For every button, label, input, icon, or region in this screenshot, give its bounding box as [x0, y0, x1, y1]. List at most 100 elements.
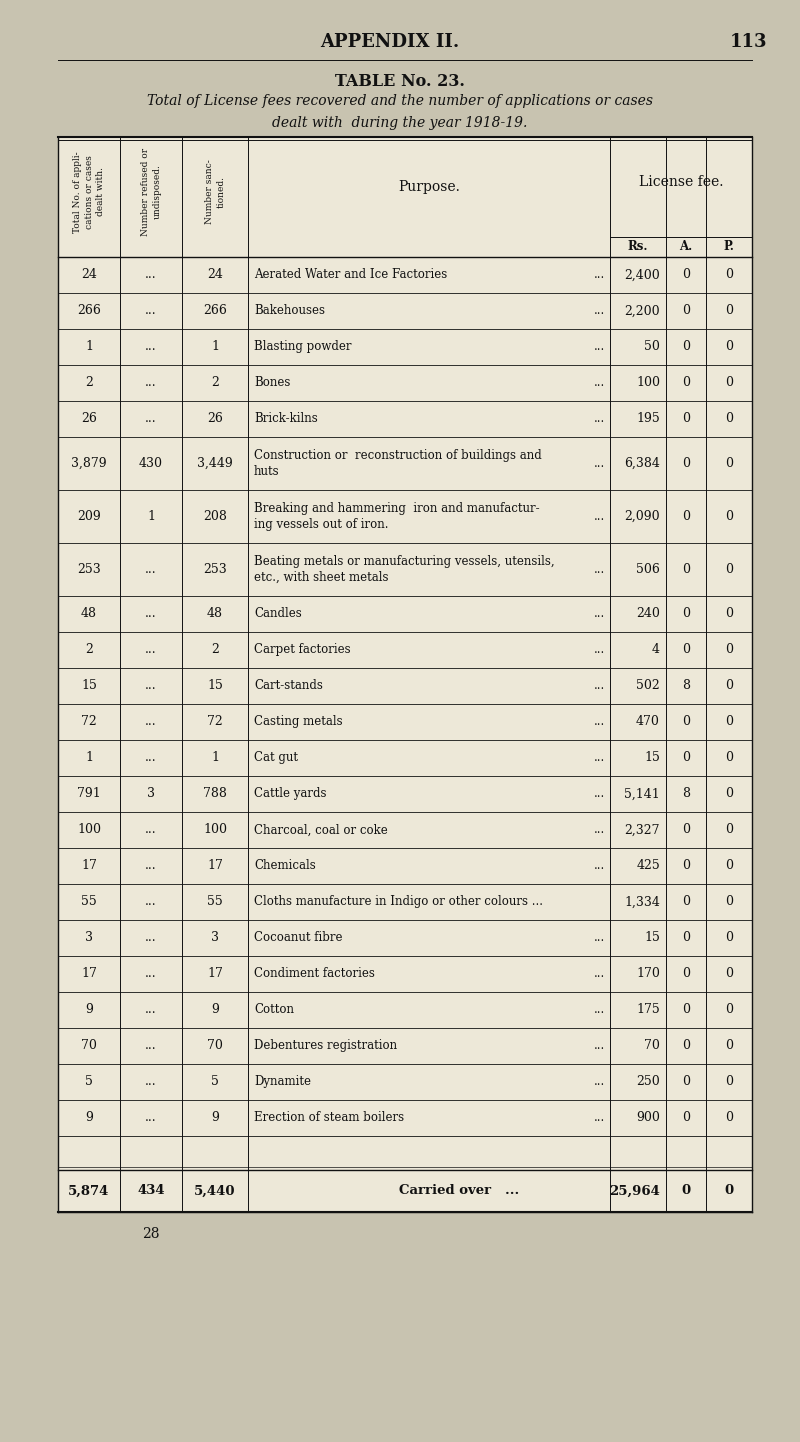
Text: 9: 9 — [211, 1112, 219, 1125]
Text: 15: 15 — [81, 679, 97, 692]
Text: ...: ... — [145, 304, 157, 317]
Text: 0: 0 — [682, 932, 690, 945]
Text: Cloths manufacture in Indigo or other colours ...: Cloths manufacture in Indigo or other co… — [254, 895, 543, 908]
Text: 0: 0 — [682, 412, 690, 425]
Text: 0: 0 — [682, 1112, 690, 1125]
Text: 506: 506 — [636, 562, 660, 575]
Text: 209: 209 — [77, 510, 101, 523]
Text: 2: 2 — [85, 643, 93, 656]
Text: 0: 0 — [725, 715, 733, 728]
Text: 0: 0 — [682, 895, 690, 908]
Text: 430: 430 — [139, 457, 163, 470]
Text: 2: 2 — [211, 643, 219, 656]
Text: TABLE No. 23.: TABLE No. 23. — [335, 74, 465, 91]
Text: ...: ... — [145, 932, 157, 945]
Text: 1: 1 — [147, 510, 155, 523]
Text: 0: 0 — [682, 268, 690, 281]
Text: 5,440: 5,440 — [194, 1184, 236, 1197]
Text: 17: 17 — [207, 968, 223, 981]
Text: 0: 0 — [725, 268, 733, 281]
Text: 0: 0 — [682, 562, 690, 575]
Text: Number refused or
undisposed.: Number refused or undisposed. — [141, 149, 162, 236]
Text: 0: 0 — [682, 1004, 690, 1017]
Text: ...: ... — [594, 823, 605, 836]
Text: ...: ... — [145, 859, 157, 872]
Text: 0: 0 — [725, 968, 733, 981]
Text: 15: 15 — [644, 751, 660, 764]
Text: A.: A. — [679, 241, 693, 254]
Text: ...: ... — [145, 1040, 157, 1053]
Text: ...: ... — [594, 859, 605, 872]
Text: ...: ... — [145, 562, 157, 575]
Text: 72: 72 — [81, 715, 97, 728]
Text: ...: ... — [594, 376, 605, 389]
Text: 70: 70 — [207, 1040, 223, 1053]
Text: ...: ... — [594, 562, 605, 575]
Text: ...: ... — [594, 1076, 605, 1089]
Text: Chemicals: Chemicals — [254, 859, 316, 872]
Text: ...: ... — [145, 376, 157, 389]
Text: ...: ... — [594, 679, 605, 692]
Text: Carpet factories: Carpet factories — [254, 643, 350, 656]
Text: 0: 0 — [725, 823, 733, 836]
Text: 0: 0 — [682, 340, 690, 353]
Text: 3: 3 — [147, 787, 155, 800]
Text: ...: ... — [594, 304, 605, 317]
Text: 8: 8 — [682, 787, 690, 800]
Text: 70: 70 — [644, 1040, 660, 1053]
Text: ...: ... — [594, 1040, 605, 1053]
Text: 0: 0 — [725, 562, 733, 575]
Text: 0: 0 — [725, 1040, 733, 1053]
Text: 425: 425 — [636, 859, 660, 872]
Text: 0: 0 — [682, 1040, 690, 1053]
Text: ...: ... — [145, 340, 157, 353]
Text: 208: 208 — [203, 510, 227, 523]
Text: ...: ... — [594, 510, 605, 523]
Text: 15: 15 — [207, 679, 223, 692]
Text: Total of License fees recovered and the number of applications or cases
dealt wi: Total of License fees recovered and the … — [147, 94, 653, 130]
Text: ...: ... — [145, 1112, 157, 1125]
Text: 0: 0 — [682, 968, 690, 981]
Text: 2,200: 2,200 — [624, 304, 660, 317]
Text: ...: ... — [145, 643, 157, 656]
Text: 48: 48 — [81, 607, 97, 620]
Text: ...: ... — [145, 715, 157, 728]
Text: 900: 900 — [636, 1112, 660, 1125]
Text: 2: 2 — [85, 376, 93, 389]
Text: 55: 55 — [207, 895, 223, 908]
Text: ...: ... — [594, 643, 605, 656]
Text: 4: 4 — [652, 643, 660, 656]
Text: ...: ... — [145, 679, 157, 692]
Text: Rs.: Rs. — [628, 241, 648, 254]
Text: ...: ... — [145, 1076, 157, 1089]
Text: ...: ... — [594, 787, 605, 800]
Text: Casting metals: Casting metals — [254, 715, 342, 728]
Text: 0: 0 — [725, 457, 733, 470]
Text: ...: ... — [594, 340, 605, 353]
Text: 25,964: 25,964 — [609, 1184, 660, 1197]
Text: 1: 1 — [211, 340, 219, 353]
Text: Cattle yards: Cattle yards — [254, 787, 326, 800]
Text: ...: ... — [594, 457, 605, 470]
Text: 100: 100 — [203, 823, 227, 836]
Text: 5: 5 — [85, 1076, 93, 1089]
Text: Construction or  reconstruction of buildings and
huts: Construction or reconstruction of buildi… — [254, 448, 542, 479]
Text: 100: 100 — [636, 376, 660, 389]
Text: 240: 240 — [636, 607, 660, 620]
Text: 0: 0 — [682, 457, 690, 470]
Text: 0: 0 — [725, 643, 733, 656]
Text: Blasting powder: Blasting powder — [254, 340, 351, 353]
Text: 0: 0 — [725, 1004, 733, 1017]
Text: ...: ... — [594, 1004, 605, 1017]
Text: 70: 70 — [81, 1040, 97, 1053]
Text: 3: 3 — [211, 932, 219, 945]
Text: Cocoanut fibre: Cocoanut fibre — [254, 932, 342, 945]
Text: 9: 9 — [85, 1004, 93, 1017]
Text: 55: 55 — [81, 895, 97, 908]
Text: 100: 100 — [77, 823, 101, 836]
Text: 788: 788 — [203, 787, 227, 800]
Text: Candles: Candles — [254, 607, 302, 620]
Text: 253: 253 — [77, 562, 101, 575]
Text: 72: 72 — [207, 715, 223, 728]
Text: 28: 28 — [142, 1227, 160, 1242]
